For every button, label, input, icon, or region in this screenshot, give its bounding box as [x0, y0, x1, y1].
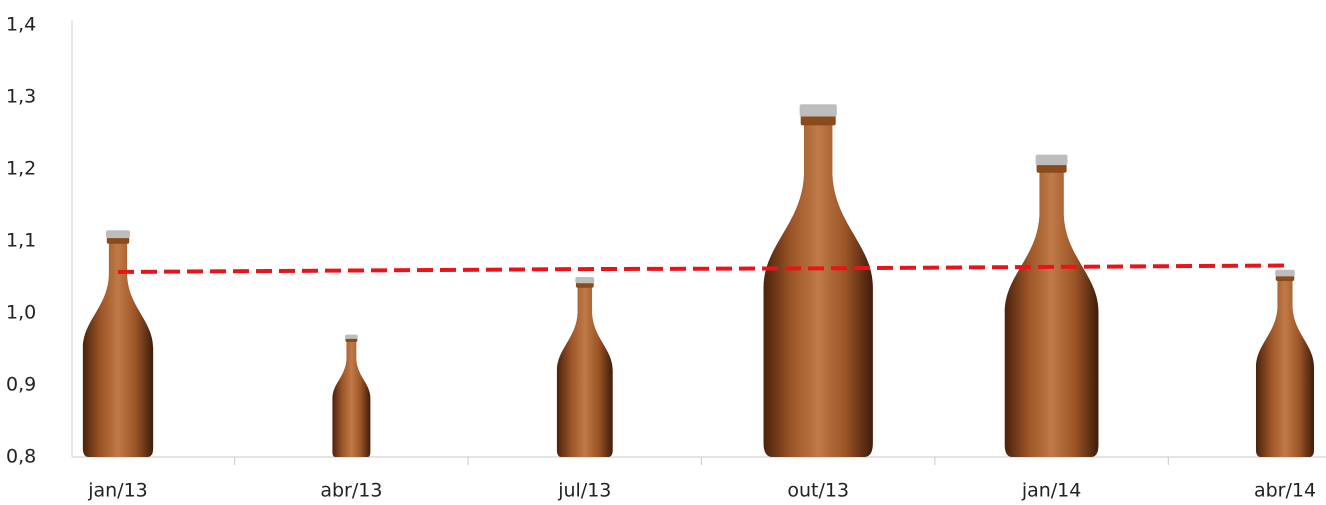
bottle-cap	[345, 335, 358, 339]
y-tick-label: 0,8	[6, 446, 36, 468]
x-tick-label: abr/14	[1254, 480, 1316, 502]
bottle	[557, 277, 613, 457]
bottle-cap	[1275, 270, 1295, 277]
bottle	[1005, 155, 1099, 457]
x-tick-label: jan/14	[1021, 480, 1082, 502]
y-tick-label: 1,2	[6, 158, 36, 180]
y-tick-label: 1,1	[6, 230, 36, 252]
y-tick-label: 1,3	[6, 86, 36, 108]
bottle	[1256, 270, 1314, 457]
bottle-body	[1256, 277, 1314, 457]
bottle-body	[557, 284, 613, 457]
bottle	[83, 230, 153, 457]
bottle-cap	[106, 230, 130, 238]
bottle-cap	[575, 277, 594, 283]
y-tick-label: 1,4	[6, 14, 36, 36]
y-tick-label: 0,9	[6, 374, 36, 396]
bottle-body	[764, 118, 873, 457]
x-tick-label: jan/13	[87, 480, 148, 502]
bottle-body	[332, 339, 370, 457]
trend-line	[118, 265, 1285, 271]
x-tick-label: jul/13	[557, 480, 611, 502]
bottle	[332, 335, 370, 457]
y-tick-label: 1,0	[6, 302, 36, 324]
bottle-cap	[800, 104, 837, 116]
bottle-body	[1005, 167, 1099, 457]
bottle-cap	[1036, 155, 1068, 166]
x-tick-label: out/13	[787, 480, 849, 502]
bottle	[764, 104, 873, 457]
chart: 0,8 0,9 1,0 1,1 1,2 1,3 1,4 jan/13 abr/13 jul/13 o…	[0, 0, 1326, 505]
x-tick-label: abr/13	[320, 480, 382, 502]
